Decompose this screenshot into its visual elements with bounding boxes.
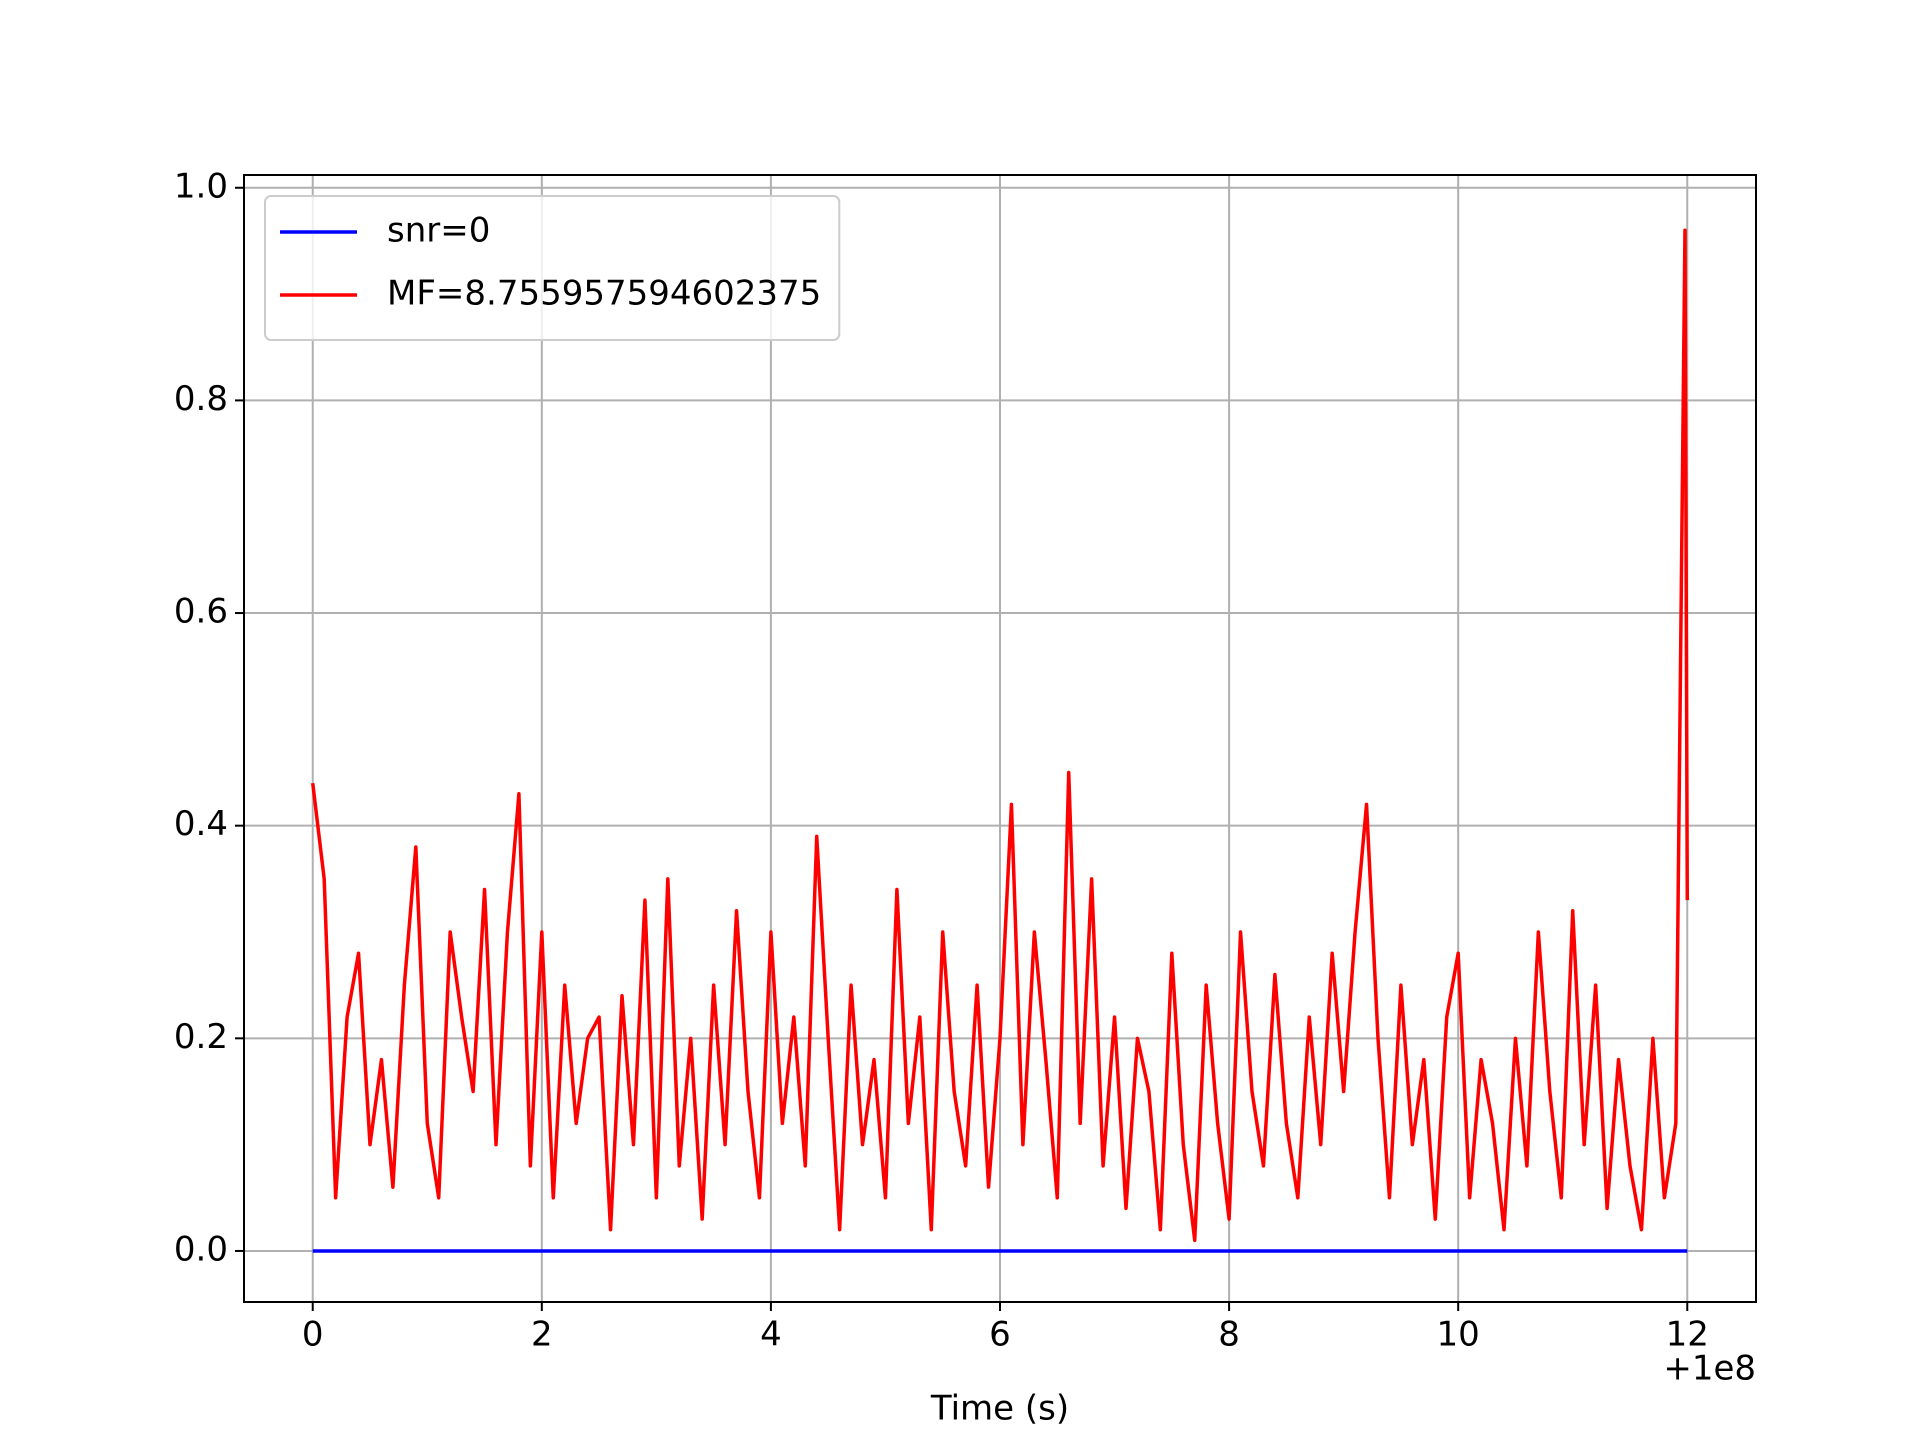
x-tick-label: 8 bbox=[1218, 1315, 1240, 1355]
x-tick-label: 4 bbox=[760, 1315, 782, 1355]
y-tick-label: 0.6 bbox=[174, 592, 228, 632]
y-tick-label: 1.0 bbox=[174, 166, 228, 206]
x-tick-label: 0 bbox=[302, 1315, 324, 1355]
y-tick-label: 0.8 bbox=[174, 379, 228, 419]
x-tick-label: 6 bbox=[989, 1315, 1011, 1355]
y-tick-label: 0.4 bbox=[174, 804, 228, 844]
legend-label: snr=0 bbox=[387, 211, 490, 251]
x-tick-label: 2 bbox=[531, 1315, 553, 1355]
x-tick-label: 12 bbox=[1666, 1315, 1709, 1355]
legend-label: MF=8.755957594602375 bbox=[387, 274, 821, 314]
plot-frame bbox=[243, 174, 1757, 1303]
x-tick-label: 10 bbox=[1437, 1315, 1480, 1355]
legend-box bbox=[264, 195, 841, 341]
y-tick-label: 0.2 bbox=[174, 1017, 228, 1057]
series-line bbox=[310, 228, 1690, 1243]
legend: snr=0 MF=8.755957594602375 bbox=[264, 195, 841, 341]
y-tick-label: 0.0 bbox=[174, 1229, 228, 1269]
x-offset-label: +1e8 bbox=[1663, 1349, 1756, 1389]
x-axis-label: Time (s) bbox=[930, 1389, 1069, 1429]
